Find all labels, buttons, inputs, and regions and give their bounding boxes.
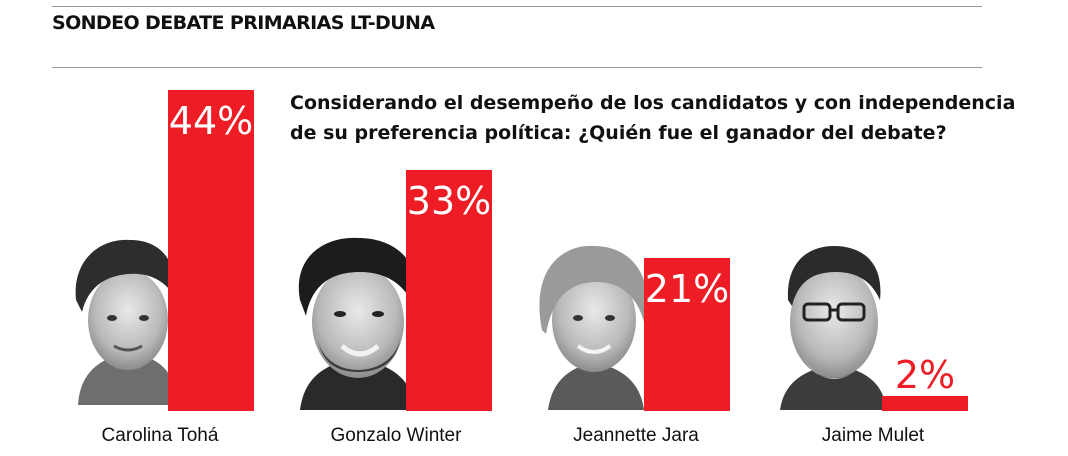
portrait-jeannette-jara (539, 245, 649, 410)
bar-2 (644, 258, 730, 411)
bar-value-label-1: 33% (407, 179, 491, 223)
survey-question-line-2: de su preferencia política: ¿Quién fue e… (290, 122, 947, 144)
portrait-carolina-toha (75, 239, 178, 405)
bar-0 (168, 90, 254, 411)
survey-question: Considerando el desempeño de los candida… (290, 88, 1016, 148)
header-rule (52, 67, 982, 68)
bar-value-label-2: 21% (645, 267, 729, 311)
candidate-name-3: Jaime Mulet (822, 425, 925, 446)
portrait-jaime-mulet (780, 246, 886, 410)
candidate-name-2: Jeannette Jara (573, 425, 699, 446)
candidate-name-0: Carolina Tohá (102, 425, 219, 446)
survey-question-line-1: Considerando el desempeño de los candida… (290, 92, 1016, 114)
bar-value-label-3: 2% (895, 353, 955, 397)
bar-1 (406, 170, 492, 411)
portrait-gonzalo-winter (298, 237, 417, 410)
bar-value-label-0: 44% (169, 99, 253, 143)
survey-heading: SONDEO DEBATE PRIMARIAS LT-DUNA (52, 12, 435, 34)
top-rule (52, 6, 982, 7)
candidate-name-1: Gonzalo Winter (331, 425, 463, 446)
bar-3 (882, 396, 968, 411)
